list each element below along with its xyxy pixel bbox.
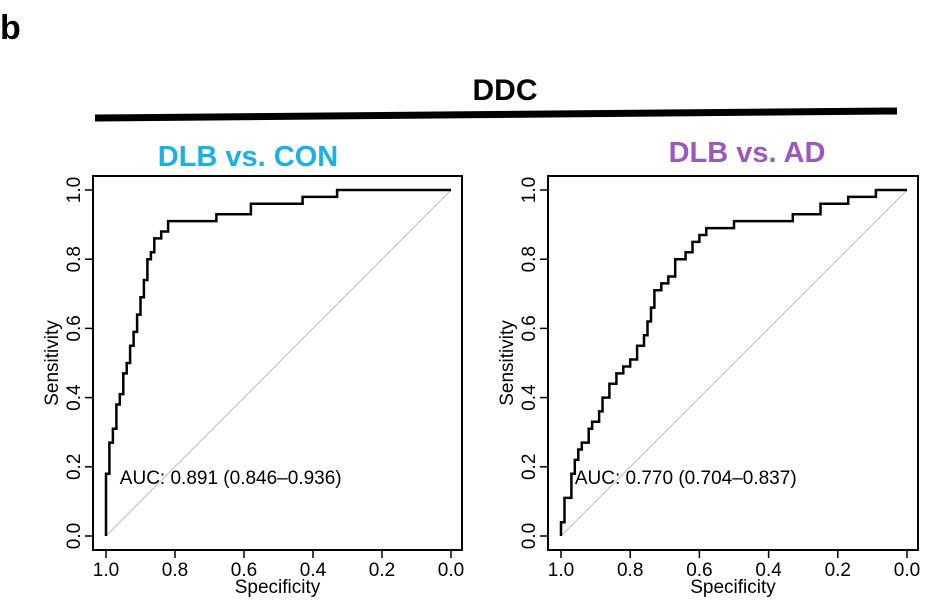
plot-frame [92, 175, 463, 551]
x-tick-label: 0.6 [231, 560, 257, 581]
roc-curve [559, 188, 907, 536]
reference-line [560, 189, 908, 537]
chart-title: DLB vs. CON [158, 141, 338, 173]
group-title: DDC [473, 74, 538, 107]
x-tick-label: 0.0 [438, 560, 464, 581]
y-tick-label: 0.2 [519, 454, 540, 480]
x-axis-label: Specificity [690, 577, 776, 598]
y-tick-label: 0.4 [64, 384, 85, 411]
y-tick-label: 0.8 [64, 246, 85, 272]
x-tick-label: 0.8 [162, 560, 188, 581]
x-tick-label: 1.0 [548, 560, 574, 581]
y-tick-label: 0.4 [519, 384, 540, 411]
group-divider [94, 107, 898, 122]
y-tick-label: 1.0 [519, 177, 540, 203]
y-axis-label: Sensitivity [42, 320, 63, 406]
x-tick-label: 1.0 [93, 560, 119, 581]
x-tick-label: 0.4 [300, 560, 327, 581]
x-tick-label: 0.8 [617, 560, 643, 581]
chart-title: DLB vs. AD [669, 137, 826, 169]
reference-line [105, 189, 452, 537]
x-tick-label: 0.0 [894, 560, 920, 581]
x-tick-label: 0.2 [825, 560, 851, 581]
y-tick-label: 0.2 [64, 454, 85, 480]
y-tick-label: 1.0 [64, 177, 85, 203]
x-tick-label: 0.4 [755, 560, 782, 581]
plot-frame [547, 175, 919, 551]
y-tick-label: 0.6 [64, 315, 85, 341]
y-tick-label: 0.0 [64, 523, 85, 549]
auc-annotation: AUC: 0.891 (0.846–0.936) [120, 468, 342, 489]
panel-letter: b [0, 9, 21, 47]
y-tick-label: 0.6 [519, 315, 540, 341]
y-tick-label: 0.8 [519, 246, 540, 272]
auc-annotation: AUC: 0.770 (0.704–0.837) [575, 468, 797, 489]
chart-dlb-vs-con: DLB vs. CON 1.0 0.8 0.6 0.4 0.2 0.0 0.0 0.2 0.4 0.… [42, 141, 464, 598]
y-axis-label: Sensitivity [497, 320, 518, 406]
x-tick-label: 0.2 [369, 560, 395, 581]
x-tick-label: 0.6 [686, 560, 712, 581]
chart-dlb-vs-ad: DLB vs. AD 1.0 0.8 0.6 0.4 0.2 0.0 0.0 0.2 0.4 0.6… [497, 137, 920, 598]
roc-curve [104, 188, 451, 536]
y-tick-label: 0.0 [519, 523, 540, 549]
x-axis-label: Specificity [235, 577, 321, 598]
